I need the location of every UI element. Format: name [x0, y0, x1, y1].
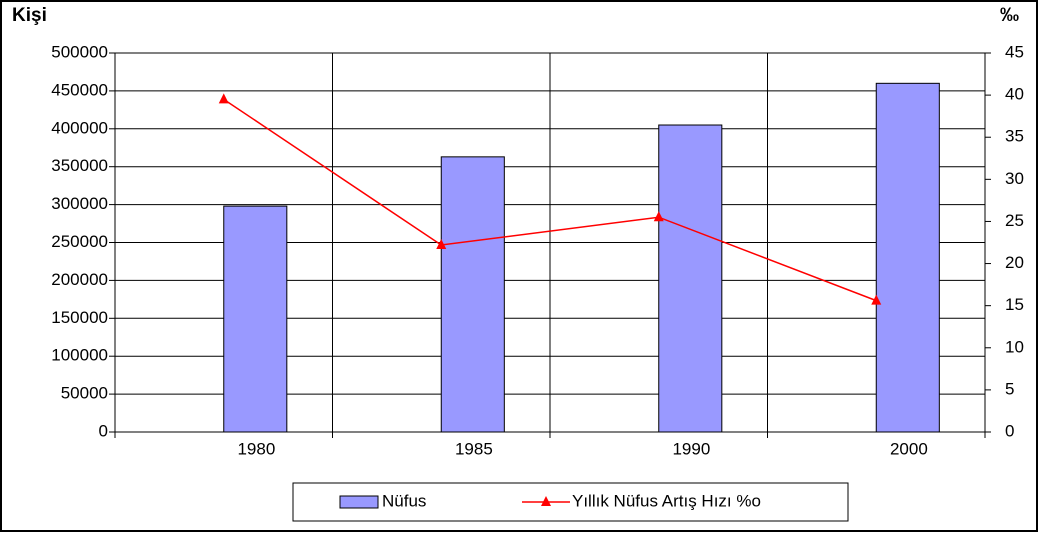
line-marker [436, 239, 447, 250]
y2-tick-label: 15 [1005, 295, 1024, 314]
bar [875, 82, 940, 433]
y2-tick-label: 10 [1005, 337, 1024, 356]
y-axis-label: Kişi [12, 5, 47, 26]
y-tick-label: 100000 [51, 346, 108, 365]
x-tick-label: 1985 [455, 439, 493, 458]
y2-tick-label: 25 [1005, 211, 1024, 230]
line-marker [653, 211, 664, 222]
y2-tick-label: 30 [1005, 169, 1024, 188]
y-tick-label: 0 [99, 421, 108, 440]
y2-tick-label: 20 [1005, 253, 1024, 272]
bar [658, 124, 723, 433]
line-marker [218, 93, 229, 104]
y-tick-label: 150000 [51, 308, 108, 327]
bar [223, 205, 288, 433]
y2-tick-label: 40 [1005, 85, 1024, 104]
x-tick-label: 2000 [890, 439, 928, 458]
x-tick-label: 1990 [672, 439, 710, 458]
y2-tick-label: 45 [1005, 42, 1024, 61]
legend-label: Yıllık Nüfus Artış Hızı %o [572, 491, 761, 510]
line-marker [871, 294, 882, 305]
legend-swatch [541, 496, 551, 506]
y-tick-label: 200000 [51, 270, 108, 289]
y-tick-label: 50000 [61, 384, 108, 403]
y-tick-label: 500000 [51, 42, 108, 61]
y2-tick-label: 35 [1005, 127, 1024, 146]
bar [440, 156, 505, 433]
y-tick-label: 400000 [51, 118, 108, 137]
legend-swatch [339, 495, 379, 509]
y2-axis-label: ‰ [1000, 5, 1019, 26]
line [223, 98, 877, 302]
y2-tick-label: 0 [1005, 421, 1014, 440]
y-tick-label: 300000 [51, 194, 108, 213]
legend [292, 482, 849, 522]
y-tick-label: 350000 [51, 156, 108, 175]
x-tick-label: 1980 [237, 439, 275, 458]
y2-tick-label: 5 [1005, 379, 1014, 398]
legend-label: Nüfus [382, 491, 426, 510]
y-tick-label: 450000 [51, 80, 108, 99]
y-tick-label: 250000 [51, 232, 108, 251]
